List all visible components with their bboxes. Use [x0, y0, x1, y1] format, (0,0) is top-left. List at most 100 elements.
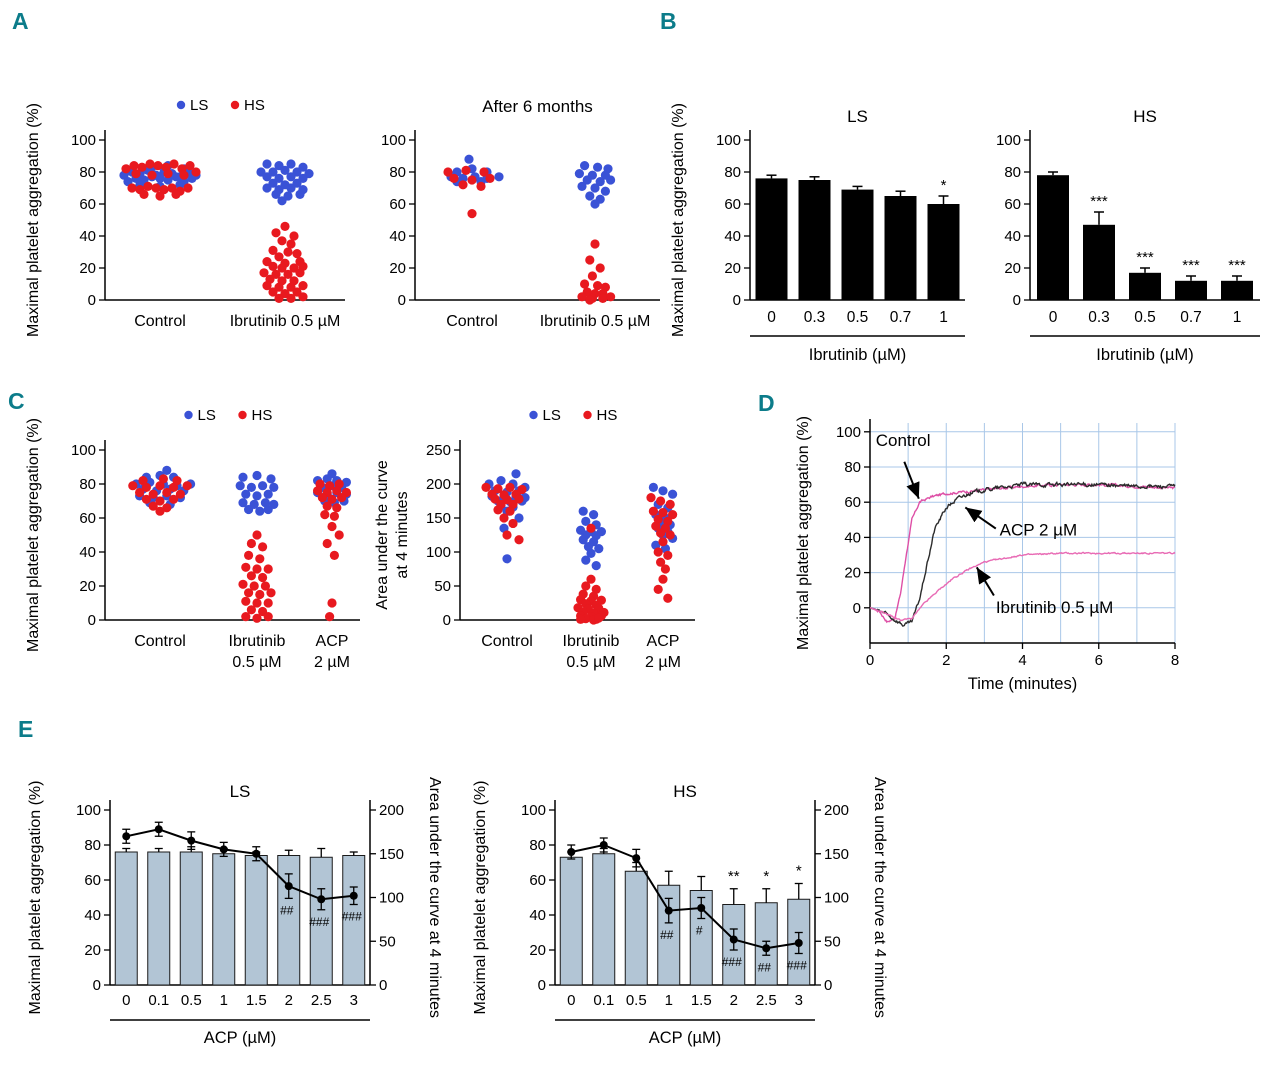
panel-label-c: C [8, 388, 25, 414]
svg-text:8: 8 [1171, 652, 1179, 669]
svg-text:1: 1 [220, 992, 228, 1009]
svg-text:100: 100 [71, 442, 96, 459]
svg-text:50: 50 [434, 578, 451, 595]
svg-text:0: 0 [1049, 309, 1058, 326]
svg-text:0: 0 [824, 977, 832, 994]
svg-text:Ibrutinib 0.5 µM: Ibrutinib 0.5 µM [540, 313, 651, 330]
svg-text:2 µM: 2 µM [645, 654, 681, 671]
svg-text:HS: HS [252, 407, 273, 424]
svg-text:Maximal platelet aggregation (: Maximal platelet aggregation (%) [795, 416, 812, 650]
svg-text:0.3: 0.3 [804, 309, 826, 326]
svg-text:4: 4 [1018, 652, 1026, 669]
svg-text:0: 0 [443, 612, 451, 629]
svg-text:***: *** [1136, 249, 1154, 266]
svg-text:100: 100 [379, 890, 404, 907]
svg-text:200: 200 [379, 802, 404, 819]
svg-text:After 6 months: After 6 months [482, 97, 593, 116]
svg-text:20: 20 [84, 942, 101, 959]
svg-text:Maximal platelet aggregation (: Maximal platelet aggregation (%) [27, 781, 44, 1015]
svg-text:100: 100 [521, 802, 546, 819]
svg-text:###: ### [787, 959, 807, 973]
svg-text:0: 0 [122, 992, 130, 1009]
svg-text:50: 50 [379, 933, 396, 950]
svg-text:40: 40 [529, 907, 546, 924]
chart-c-auc-scatter: 0 50 100 150 200 250 Area under the curve at 4 … [374, 407, 695, 671]
svg-text:ACP (µM): ACP (µM) [649, 1029, 721, 1047]
svg-text:*: * [941, 177, 947, 194]
svg-text:ACP (µM): ACP (µM) [204, 1029, 276, 1047]
svg-text:Ibrutinib 0.5 µM: Ibrutinib 0.5 µM [996, 598, 1114, 617]
svg-text:0: 0 [93, 977, 101, 994]
svg-text:0.1: 0.1 [148, 992, 169, 1009]
svg-text:###: ### [309, 915, 329, 929]
chart-c-aggregation-scatter: 0 20 40 60 80 100 Maximal platelet aggregation… [25, 407, 360, 671]
svg-text:40: 40 [1004, 228, 1021, 245]
svg-text:Control: Control [876, 431, 931, 450]
svg-text:20: 20 [389, 260, 406, 277]
svg-text:0.3: 0.3 [1088, 309, 1110, 326]
svg-text:0: 0 [538, 977, 546, 994]
svg-text:Control: Control [481, 633, 533, 650]
panel-label-a: A [12, 8, 29, 34]
svg-text:60: 60 [844, 494, 861, 511]
svg-text:Maximal platelet aggregation (: Maximal platelet aggregation (%) [25, 418, 42, 652]
svg-text:***: *** [1228, 257, 1246, 274]
svg-text:0: 0 [398, 292, 406, 309]
svg-text:***: *** [1090, 193, 1108, 210]
svg-text:100: 100 [836, 424, 861, 441]
svg-text:Ibrutinib (µM): Ibrutinib (µM) [809, 346, 907, 364]
svg-text:80: 80 [1004, 164, 1021, 181]
svg-text:*: * [796, 863, 802, 880]
svg-text:50: 50 [824, 933, 841, 950]
svg-text:250: 250 [426, 442, 451, 459]
svg-text:0.5: 0.5 [626, 992, 647, 1009]
svg-text:0: 0 [866, 652, 874, 669]
svg-text:3: 3 [350, 992, 358, 1009]
svg-text:2.5: 2.5 [311, 992, 332, 1009]
svg-text:LS: LS [847, 107, 868, 126]
svg-text:##: ## [280, 903, 294, 917]
svg-text:HS: HS [673, 782, 697, 801]
chart-d-aggregation-traces: 0 20 40 60 80 100 0 2 4 6 8 Maximal platelet aggreg… [795, 416, 1179, 693]
svg-text:Maximal platelet aggregation (: Maximal platelet aggregation (%) [472, 781, 489, 1015]
svg-text:40: 40 [79, 228, 96, 245]
svg-text:***: *** [1182, 257, 1200, 274]
svg-text:0.5 µM: 0.5 µM [566, 654, 615, 671]
svg-text:20: 20 [844, 565, 861, 582]
svg-text:ACP: ACP [316, 633, 349, 650]
svg-text:80: 80 [389, 164, 406, 181]
svg-text:2: 2 [730, 992, 738, 1009]
svg-text:60: 60 [1004, 196, 1021, 213]
svg-text:at 4 minutes: at 4 minutes [394, 491, 411, 578]
svg-text:Ibrutinib (µM): Ibrutinib (µM) [1096, 346, 1194, 364]
svg-text:100: 100 [716, 132, 741, 149]
svg-text:40: 40 [84, 907, 101, 924]
svg-text:6: 6 [1095, 652, 1103, 669]
svg-text:HS: HS [1133, 107, 1157, 126]
svg-text:Control: Control [446, 313, 498, 330]
svg-text:1.5: 1.5 [691, 992, 712, 1009]
svg-text:100: 100 [71, 132, 96, 149]
svg-text:*: * [763, 868, 769, 885]
svg-text:Area under the curve at 4 minu: Area under the curve at 4 minutes [871, 777, 888, 1018]
svg-text:0: 0 [853, 600, 861, 617]
svg-text:200: 200 [426, 476, 451, 493]
svg-text:200: 200 [824, 802, 849, 819]
svg-text:Maximal platelet aggregation (: Maximal platelet aggregation (%) [670, 103, 687, 337]
chart-b-hs-bars: 0 20 40 60 80 100 HS 0 *** 0.3 *** 0.5 *** 0.7 *** 1 Ibr… [996, 107, 1260, 364]
svg-text:1: 1 [665, 992, 673, 1009]
panel-label-b: B [660, 8, 677, 34]
svg-text:3: 3 [795, 992, 803, 1009]
svg-text:20: 20 [79, 260, 96, 277]
svg-text:60: 60 [84, 872, 101, 889]
svg-text:0: 0 [1013, 292, 1021, 309]
svg-text:LS: LS [543, 407, 561, 424]
svg-text:20: 20 [724, 260, 741, 277]
svg-text:1.5: 1.5 [246, 992, 267, 1009]
svg-text:100: 100 [426, 544, 451, 561]
svg-text:Area under the curve at 4 minu: Area under the curve at 4 minutes [426, 777, 443, 1018]
svg-text:0.1: 0.1 [593, 992, 614, 1009]
svg-text:2: 2 [942, 652, 950, 669]
